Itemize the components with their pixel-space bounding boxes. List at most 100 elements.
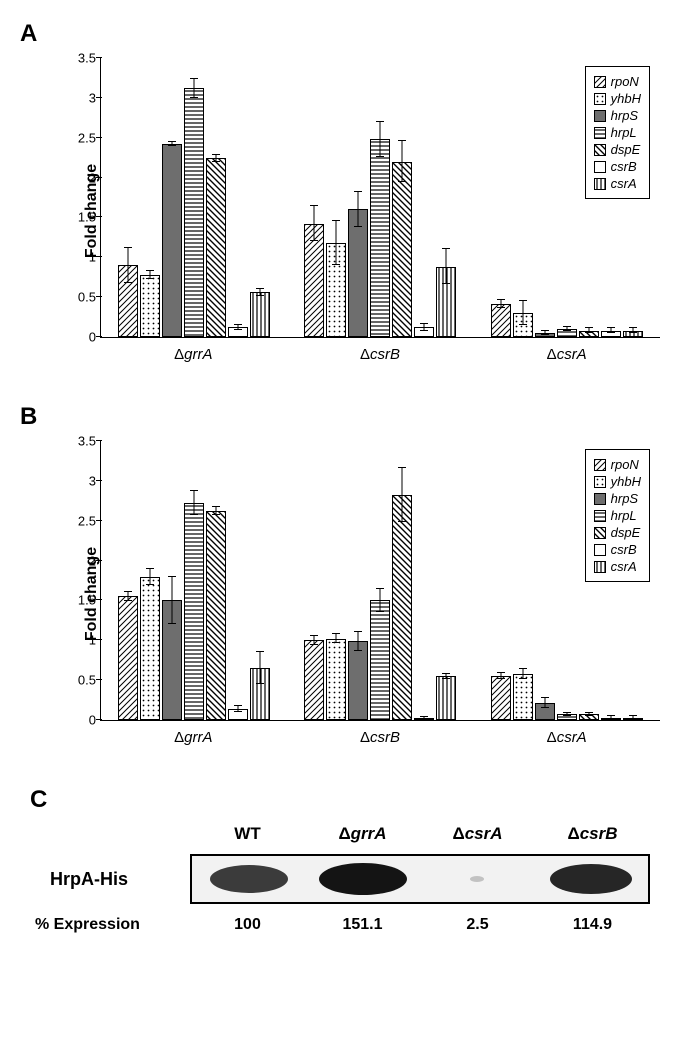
- panel-c-label: C: [30, 786, 680, 814]
- legend-item-rpoN: rpoN: [594, 74, 641, 89]
- legend-item-hrpL: hrpL: [594, 125, 641, 140]
- bar: [250, 292, 270, 337]
- chart-a-area: 00.511.522.533.5 rpoNyhbHhrpShrpLdspEcsr…: [100, 58, 660, 338]
- bar-dspE: [392, 495, 412, 720]
- bar-csrB: [601, 331, 621, 337]
- legend-swatch: [594, 561, 606, 573]
- x-label: ΔcsrB: [287, 729, 474, 746]
- legend-text: rpoN: [611, 74, 639, 89]
- legend-text: hrpS: [611, 491, 638, 506]
- y-tick: 2.5: [78, 513, 96, 528]
- legend-text: csrB: [611, 159, 637, 174]
- bar-csrA: [623, 718, 643, 720]
- legend-item-hrpS: hrpS: [594, 108, 641, 123]
- blot-col-header: WT: [190, 824, 305, 844]
- bar: [370, 600, 390, 720]
- bar: [513, 674, 533, 720]
- legend-swatch: [594, 459, 606, 471]
- legend-swatch: [594, 110, 606, 122]
- expr-value: 114.9: [535, 916, 650, 934]
- chart-b-bars: [101, 441, 660, 720]
- bar-dspE: [206, 511, 226, 720]
- chart-b-legend: rpoNyhbHhrpShrpLdspEcsrBcsrA: [585, 449, 650, 582]
- legend-item-rpoN: rpoN: [594, 457, 641, 472]
- x-label: ΔcsrA: [473, 729, 660, 746]
- panel-a-label: A: [20, 20, 680, 48]
- bar: [184, 503, 204, 720]
- legend-item-yhbH: yhbH: [594, 474, 641, 489]
- chart-a-legend: rpoNyhbHhrpShrpLdspEcsrBcsrA: [585, 66, 650, 199]
- x-label: ΔgrrA: [100, 729, 287, 746]
- bar-rpoN: [118, 596, 138, 720]
- y-tick: 0.5: [78, 290, 96, 305]
- bar: [348, 641, 368, 720]
- expr-value: 151.1: [305, 916, 420, 934]
- bar-group: [287, 58, 473, 337]
- bar: [118, 596, 138, 720]
- legend-item-dspE: dspE: [594, 525, 641, 540]
- bar: [348, 209, 368, 337]
- bar-group: [101, 441, 287, 720]
- bar-dspE: [579, 331, 599, 337]
- bar-csrB: [414, 718, 434, 720]
- bar: [140, 577, 160, 720]
- bar-hrpL: [370, 139, 390, 337]
- blot-header: WTΔgrrAΔcsrAΔcsrB: [190, 824, 680, 844]
- y-tick: 3: [89, 90, 96, 105]
- x-label: ΔcsrA: [473, 346, 660, 363]
- bar-hrpS: [535, 333, 555, 337]
- bar: [392, 495, 412, 720]
- band: [210, 865, 288, 893]
- panel-b-label: B: [20, 403, 680, 431]
- legend-item-csrB: csrB: [594, 542, 641, 557]
- y-tick: 3.5: [78, 51, 96, 66]
- chart-a-bars: [101, 58, 660, 337]
- legend-swatch: [594, 144, 606, 156]
- expr-value: 100: [190, 916, 305, 934]
- legend-text: hrpS: [611, 108, 638, 123]
- legend-swatch: [594, 510, 606, 522]
- legend-swatch: [594, 493, 606, 505]
- blot-cell: [534, 856, 648, 902]
- y-tick: 0: [89, 330, 96, 345]
- bar-hrpS: [162, 600, 182, 720]
- legend-text: csrA: [611, 176, 637, 191]
- bar: [370, 139, 390, 337]
- bar-yhbH: [513, 674, 533, 720]
- y-tick: 1: [89, 633, 96, 648]
- bar-hrpL: [184, 503, 204, 720]
- legend-swatch: [594, 527, 606, 539]
- bar-rpoN: [118, 265, 138, 337]
- bar-hrpL: [557, 329, 577, 337]
- legend-text: rpoN: [611, 457, 639, 472]
- legend-swatch: [594, 178, 606, 190]
- bar: [206, 511, 226, 720]
- legend-swatch: [594, 93, 606, 105]
- legend-text: dspE: [611, 525, 641, 540]
- bar-csrB: [228, 327, 248, 337]
- expr-values: 100151.12.5114.9: [190, 916, 650, 934]
- bar: [140, 275, 160, 337]
- chart-b-area: 00.511.522.533.5 rpoNyhbHhrpShrpLdspEcsr…: [100, 441, 660, 721]
- legend-swatch: [594, 127, 606, 139]
- bar: [304, 640, 324, 720]
- legend-text: yhbH: [611, 91, 641, 106]
- blot-box: [190, 854, 650, 904]
- bar: [392, 162, 412, 337]
- bar: [162, 144, 182, 337]
- y-tick: 0: [89, 713, 96, 728]
- bar: [326, 639, 346, 720]
- blot-cell: [192, 856, 306, 902]
- expr-value: 2.5: [420, 916, 535, 934]
- bar-rpoN: [304, 224, 324, 337]
- x-label: ΔcsrB: [287, 346, 474, 363]
- bar-yhbH: [140, 275, 160, 337]
- bar-rpoN: [491, 304, 511, 337]
- legend-text: csrA: [611, 559, 637, 574]
- chart-b-yticks: 00.511.522.533.5: [66, 441, 96, 720]
- bar-rpoN: [304, 640, 324, 720]
- panel-c: C WTΔgrrAΔcsrAΔcsrB HrpA-His % Expressio…: [30, 786, 680, 934]
- bar-csrA: [250, 668, 270, 720]
- blot-cell: [420, 856, 534, 902]
- bar-csrA: [250, 292, 270, 337]
